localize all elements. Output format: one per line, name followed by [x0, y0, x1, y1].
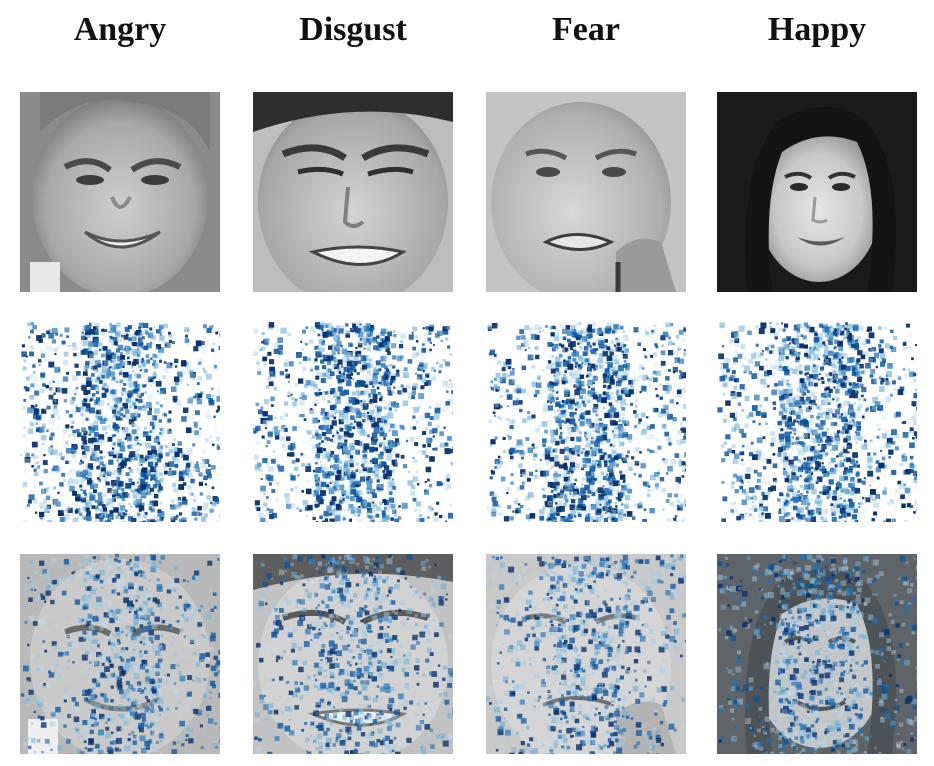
saliency-map-happy-image — [717, 322, 917, 522]
face-photo-happy — [717, 92, 917, 292]
saliency-map-angry — [20, 322, 220, 522]
overlay-fear — [486, 554, 686, 754]
overlay-disgust — [253, 554, 453, 754]
overlay-fear-image — [486, 554, 686, 754]
face-photo-disgust-image — [253, 92, 453, 292]
column-title-disgust: Disgust — [299, 11, 407, 48]
saliency-map-fear — [486, 322, 686, 522]
face-photo-happy-image — [717, 92, 917, 292]
saliency-map-angry-image — [20, 322, 220, 522]
overlay-happy-image — [717, 554, 917, 754]
saliency-map-disgust-image — [253, 322, 453, 522]
face-photo-disgust — [253, 92, 453, 292]
saliency-map-happy — [717, 322, 917, 522]
overlay-disgust-image — [253, 554, 453, 754]
overlay-happy — [717, 554, 917, 754]
saliency-map-disgust — [253, 322, 453, 522]
face-photo-angry — [20, 92, 220, 292]
face-photo-fear — [486, 92, 686, 292]
column-title-happy: Happy — [767, 11, 867, 48]
saliency-map-fear-image — [486, 322, 686, 522]
overlay-angry — [20, 554, 220, 754]
face-photo-angry-image — [20, 92, 220, 292]
column-title-fear: Fear — [552, 11, 620, 48]
face-photo-fear-image — [486, 92, 686, 292]
column-title-angry: Angry — [73, 11, 167, 48]
overlay-angry-image — [20, 554, 220, 754]
